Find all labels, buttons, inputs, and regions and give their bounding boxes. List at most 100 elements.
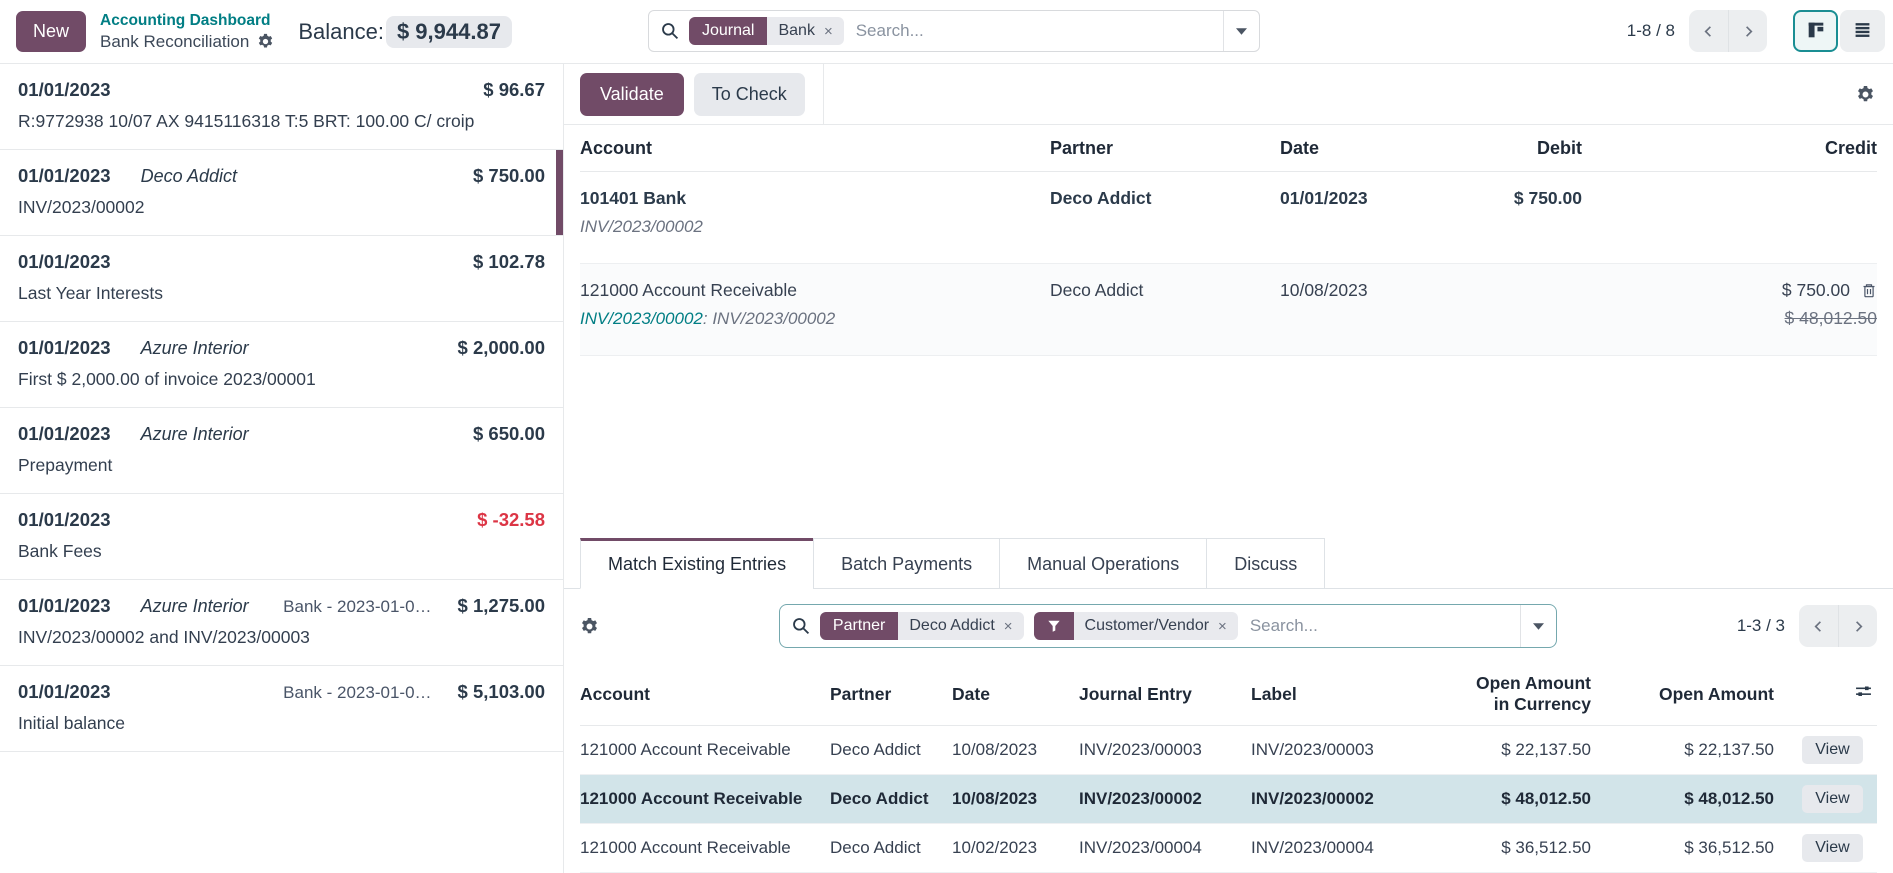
list-view-button[interactable] (1840, 10, 1885, 52)
statement-line[interactable]: 01/01/2023 $ -32.58 Bank Fees (0, 494, 563, 580)
match-pager-previous-button[interactable] (1799, 605, 1838, 647)
kanban-view-button[interactable] (1793, 10, 1838, 52)
tab-discuss[interactable]: Discuss (1206, 538, 1326, 589)
list-view-icon (1853, 21, 1872, 41)
trash-icon[interactable] (1861, 282, 1877, 299)
breadcrumb-accounting-dashboard[interactable]: Accounting Dashboard (100, 12, 271, 30)
statement-label: Initial balance (18, 713, 126, 733)
filter-icon (1033, 612, 1074, 640)
tab-batch-payments[interactable]: Batch Payments (813, 538, 1001, 589)
view-switcher (1793, 10, 1885, 52)
date-cell: 10/08/2023 (1280, 280, 1368, 300)
view-button[interactable]: View (1802, 785, 1863, 813)
view-button[interactable]: View (1802, 834, 1863, 862)
debit-cell: $ 750.00 (1513, 188, 1582, 208)
match-table: Account Partner Date Journal Entry Label… (564, 662, 1893, 873)
match-gear-icon[interactable] (580, 617, 599, 636)
facet-remove-icon[interactable]: × (1218, 617, 1227, 635)
statement-amount: $ 1,275.00 (457, 595, 545, 616)
control-panel: New Accounting Dashboard Bank Reconcilia… (0, 0, 1893, 64)
column-header-account: Account (580, 683, 650, 704)
statement-line[interactable]: 01/01/2023 Bank - 2023-01-0… $ 5,103.00 … (0, 666, 563, 752)
statement-lines-panel: 01/01/2023 $ 96.67 R:9772938 10/07 AX 94… (0, 64, 564, 873)
optional-columns-icon[interactable] (1854, 683, 1873, 705)
label-cell: INV/2023/00002 (1251, 789, 1374, 808)
validate-button[interactable]: Validate (580, 72, 684, 116)
statement-date: 01/01/2023 (18, 423, 111, 444)
column-header-open-amount-currency: Open Amount in Currency (1475, 673, 1591, 714)
date-cell: 10/08/2023 (952, 789, 1038, 808)
statement-date: 01/01/2023 (18, 595, 111, 616)
tab-match-existing-entries[interactable]: Match Existing Entries (580, 538, 815, 589)
journal-entry-link[interactable]: INV/2023/00002 (580, 309, 703, 328)
statement-label: Last Year Interests (18, 283, 163, 303)
account-subline: INV/2023/00002 (580, 217, 703, 236)
column-header-partner: Partner (830, 683, 892, 704)
search-facet-journal: Journal Bank × (689, 17, 844, 45)
match-pager-next-button[interactable] (1838, 605, 1877, 647)
match-row[interactable]: 121000 Account Receivable Deco Addict 10… (580, 726, 1877, 775)
balance-label: Balance: (298, 18, 384, 44)
open-amount-currency-cell: $ 48,012.50 (1501, 789, 1591, 808)
label-cell: INV/2023/00003 (1251, 740, 1374, 759)
statement-partner: Azure Interior (140, 338, 249, 358)
open-amount-cell: $ 22,137.50 (1684, 740, 1774, 759)
column-header-partner: Partner (1050, 138, 1114, 158)
open-amount-cell: $ 36,512.50 (1684, 838, 1774, 857)
pager-previous-button[interactable] (1689, 10, 1728, 52)
to-check-button[interactable]: To Check (693, 72, 805, 116)
match-row-selected[interactable]: 121000 Account Receivable Deco Addict 10… (580, 775, 1877, 824)
journal-entry-cell: INV/2023/00003 (1079, 740, 1202, 759)
statement-date: 01/01/2023 (18, 79, 111, 100)
new-button[interactable]: New (16, 11, 87, 52)
gear-icon[interactable] (257, 33, 274, 50)
breadcrumb: Accounting Dashboard Bank Reconciliation (100, 11, 274, 52)
reconcile-table-header: Account Partner Date Debit Credit (580, 125, 1877, 172)
statement-line[interactable]: 01/01/2023 Azure Interior $ 650.00 Prepa… (0, 408, 563, 494)
pager-next-button[interactable] (1728, 10, 1767, 52)
statement-label: Bank Fees (18, 541, 102, 561)
statement-line[interactable]: 01/01/2023 Azure Interior $ 2,000.00 Fir… (0, 322, 563, 408)
match-row[interactable]: 121000 Account Receivable Deco Addict 10… (580, 824, 1877, 873)
match-search-dropdown-toggle[interactable] (1519, 605, 1556, 647)
match-table-header: Account Partner Date Journal Entry Label… (580, 662, 1877, 726)
reconcile-panel: Validate To Check Account Partner Date D… (564, 64, 1893, 873)
search-dropdown-toggle[interactable] (1223, 11, 1259, 51)
statement-amount: $ 650.00 (472, 423, 545, 444)
statement-line[interactable]: 01/01/2023 $ 102.78 Last Year Interests (0, 236, 563, 322)
search-facet-customer-vendor: Customer/Vendor × (1033, 612, 1238, 640)
account-cell: 121000 Account Receivable (580, 740, 791, 759)
table-row-counterpart-line[interactable]: 121000 Account Receivable INV/2023/00002… (580, 264, 1877, 356)
statement-line-selected[interactable]: 01/01/2023 Deco Addict $ 750.00 INV/2023… (0, 150, 563, 236)
statement-label: INV/2023/00002 and INV/2023/00003 (18, 627, 310, 647)
reconcile-gear-icon[interactable] (1856, 85, 1875, 104)
statement-label: R:9772938 10/07 AX 9415116318 T:5 BRT: 1… (18, 111, 475, 131)
journal-entry-cell: INV/2023/00002 (1079, 789, 1202, 808)
view-button[interactable]: View (1802, 736, 1863, 764)
facet-journal-value: Bank (778, 22, 815, 39)
facet-remove-icon[interactable]: × (823, 22, 833, 40)
statement-partner: Azure Interior (140, 596, 249, 616)
facet-partner-value: Deco Addict (909, 617, 995, 634)
column-header-account: Account (580, 138, 652, 158)
match-pager-range: 1-3 / 3 (1736, 616, 1786, 635)
open-amount-cell: $ 48,012.50 (1684, 789, 1774, 808)
match-search-bar[interactable]: Partner Deco Addict × Customer/Vendor × (778, 604, 1557, 648)
account-subline-rest: : INV/2023/00002 (702, 309, 836, 328)
facet-customer-vendor-value: Customer/Vendor (1084, 617, 1210, 634)
match-search-input[interactable] (1249, 616, 1520, 636)
main-search-bar[interactable]: Journal Bank × (648, 10, 1260, 52)
partner-cell: Deco Addict (1050, 188, 1152, 208)
statement-date: 01/01/2023 (18, 681, 111, 702)
search-input[interactable] (855, 21, 1223, 41)
table-row-bank-line[interactable]: 101401 Bank INV/2023/00002 Deco Addict 0… (580, 172, 1877, 264)
statement-line[interactable]: 01/01/2023 Azure Interior Bank - 2023-01… (0, 580, 563, 666)
pager-range: 1-8 / 8 (1626, 21, 1675, 40)
statement-label: INV/2023/00002 (18, 197, 145, 217)
tab-manual-operations[interactable]: Manual Operations (999, 538, 1208, 589)
facet-remove-icon[interactable]: × (1003, 617, 1013, 635)
statement-line[interactable]: 01/01/2023 $ 96.67 R:9772938 10/07 AX 94… (0, 64, 563, 150)
statement-partner: Deco Addict (140, 166, 237, 186)
statement-label: First $ 2,000.00 of invoice 2023/00001 (18, 369, 316, 389)
